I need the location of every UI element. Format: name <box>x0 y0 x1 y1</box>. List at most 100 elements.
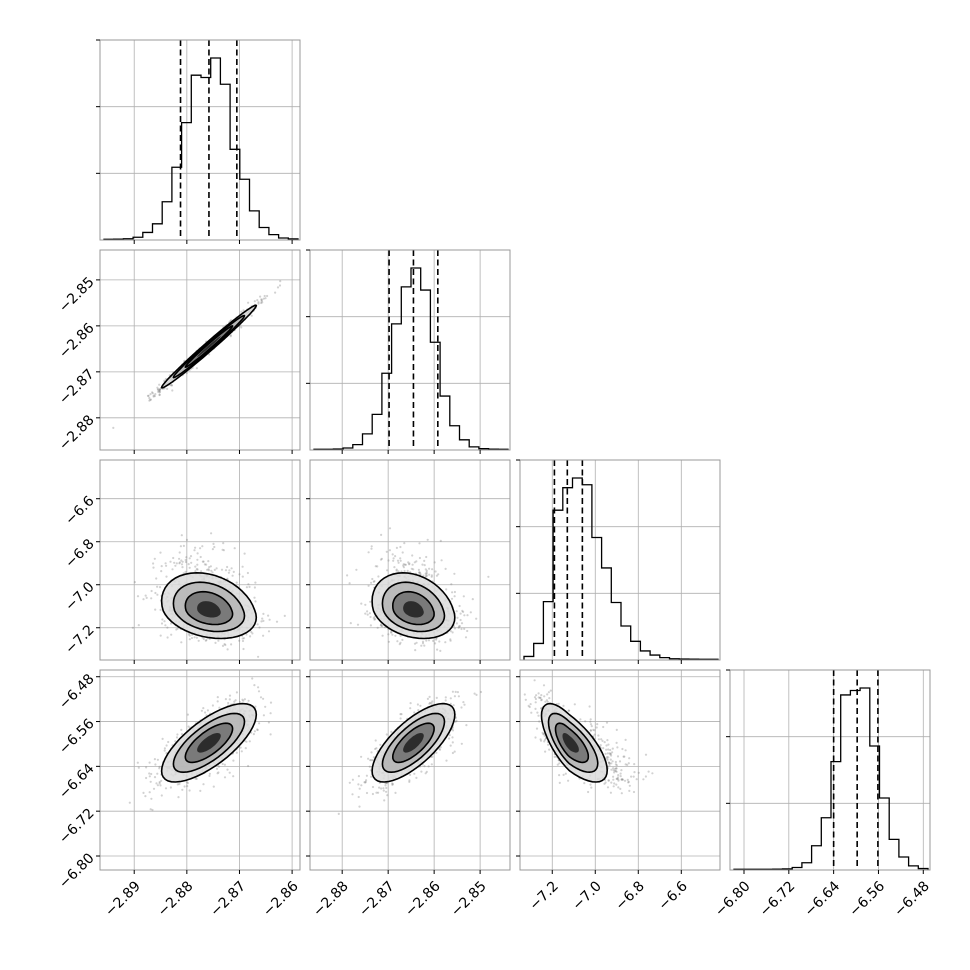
sample-point <box>423 644 426 647</box>
sample-point <box>373 615 376 618</box>
panel-frame <box>519 459 721 661</box>
histogram-panel-0 <box>96 39 301 244</box>
sample-point <box>165 575 168 578</box>
sample-point <box>267 630 271 633</box>
sample-point <box>451 729 455 732</box>
sample-point <box>256 623 259 626</box>
sample-point <box>269 712 272 715</box>
sample-point <box>185 781 188 784</box>
sample-point <box>427 639 431 642</box>
sample-point <box>453 627 457 630</box>
sample-point <box>250 630 253 634</box>
sample-point <box>221 548 224 551</box>
sample-point <box>150 797 153 800</box>
sample-point <box>364 780 367 784</box>
sample-point <box>241 639 245 643</box>
sample-point <box>177 796 180 799</box>
sample-point <box>242 647 245 651</box>
sample-point <box>463 614 466 617</box>
sample-point <box>217 765 221 768</box>
sample-point <box>444 567 447 571</box>
sample-point <box>231 574 234 577</box>
density-shade <box>403 601 424 618</box>
sample-point <box>201 560 204 563</box>
sample-point <box>166 387 169 390</box>
sample-point <box>418 542 421 545</box>
sample-point <box>200 709 203 712</box>
sample-point <box>182 544 185 548</box>
contour-line <box>172 581 246 633</box>
sample-point <box>245 633 248 636</box>
sample-point <box>355 568 358 571</box>
sample-point <box>417 568 420 572</box>
sample-point <box>232 759 235 762</box>
sample-point <box>193 549 196 552</box>
scatter-panel-1-0 <box>96 249 301 454</box>
sample-point <box>404 563 407 566</box>
sample-point <box>249 635 252 638</box>
contour-line <box>371 702 456 783</box>
sample-point <box>205 638 208 642</box>
sample-point <box>589 718 592 721</box>
sample-point <box>193 636 196 639</box>
sample-point <box>385 733 388 736</box>
sample-point <box>393 566 396 569</box>
sample-point <box>160 570 163 573</box>
sample-point <box>399 713 402 716</box>
sample-point <box>391 783 394 787</box>
sample-point <box>381 634 384 637</box>
sample-point <box>211 704 214 707</box>
sample-point <box>174 564 177 567</box>
sample-point <box>348 582 351 585</box>
sample-point <box>430 575 433 578</box>
sample-point <box>242 309 245 312</box>
sample-point <box>546 693 549 696</box>
sample-point <box>464 636 468 639</box>
sample-point <box>199 555 202 559</box>
sample-point <box>424 772 427 775</box>
sample-point <box>257 690 261 693</box>
sample-point <box>369 624 372 627</box>
scatter-panel-2-0 <box>96 459 301 664</box>
histogram-step <box>313 267 509 450</box>
sample-point <box>448 737 451 740</box>
sample-point <box>214 641 217 645</box>
sample-point <box>172 556 175 560</box>
sample-point <box>158 383 161 386</box>
sample-point <box>413 642 417 645</box>
sample-point <box>453 595 456 598</box>
sample-point <box>396 640 399 643</box>
sample-point <box>364 612 367 615</box>
sample-point <box>390 630 393 634</box>
sample-point <box>144 795 147 798</box>
sample-point <box>403 542 406 545</box>
panel-frame <box>99 669 301 871</box>
sample-point <box>388 549 391 552</box>
sample-point <box>246 571 249 575</box>
density-shade <box>197 601 221 618</box>
sample-point <box>428 702 431 705</box>
sample-point <box>156 386 159 389</box>
sample-point <box>155 782 158 785</box>
sample-point <box>400 713 403 716</box>
sample-point <box>186 713 189 716</box>
samples-layer <box>523 679 654 795</box>
sample-point <box>226 577 229 580</box>
scatter-panel-2-1 <box>306 459 511 664</box>
sample-point <box>409 702 412 705</box>
sample-point <box>378 786 381 789</box>
sample-point <box>144 594 147 597</box>
sample-point <box>444 696 447 699</box>
sample-point <box>240 326 243 329</box>
sample-point <box>431 755 434 758</box>
sample-point <box>411 563 414 566</box>
sample-point <box>337 812 340 816</box>
sample-point <box>369 615 372 619</box>
sample-point <box>256 728 259 732</box>
sample-point <box>215 767 219 770</box>
sample-point <box>415 776 418 780</box>
sample-point <box>372 580 375 583</box>
sample-point <box>373 580 376 583</box>
contour-line <box>391 722 435 764</box>
